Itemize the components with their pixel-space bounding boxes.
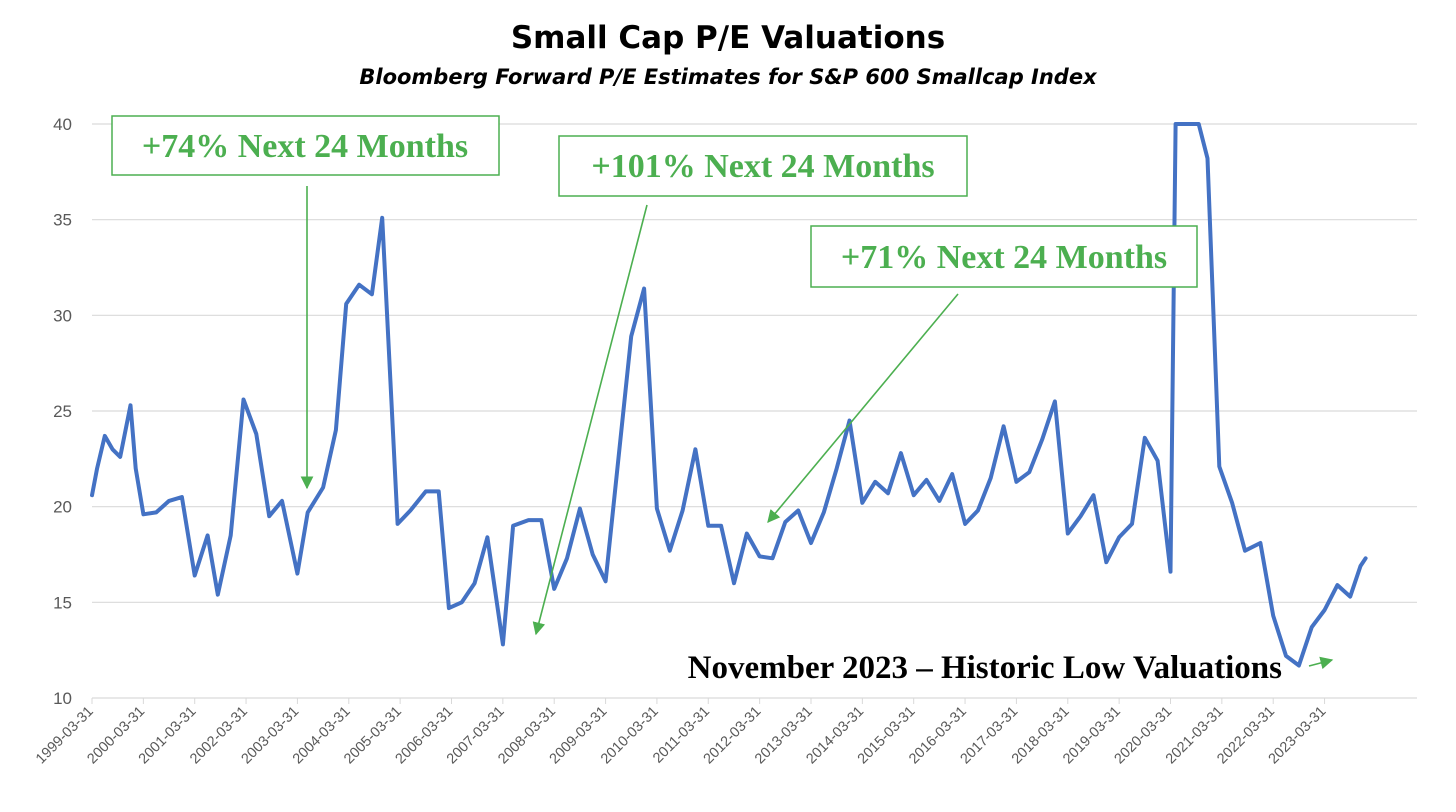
x-axis-ticks: 1999-03-312000-03-312001-03-312002-03-31… xyxy=(33,698,1329,767)
y-tick-label: 35 xyxy=(53,211,72,230)
y-tick-label: 40 xyxy=(53,115,72,134)
annotation-arrow xyxy=(767,293,959,523)
annotation-historic-low: November 2023 – Historic Low Valuations xyxy=(688,650,1334,686)
y-tick-label: 25 xyxy=(53,402,72,421)
annotation-text: +101% Next 24 Months xyxy=(591,148,934,185)
annotation-box xyxy=(558,135,968,197)
y-tick-label: 30 xyxy=(53,306,72,325)
annotation-box xyxy=(810,225,1198,288)
annotations: +74% Next 24 Months +101% Next 24 Months… xyxy=(111,115,1334,686)
annotation-text: +74% Next 24 Months xyxy=(142,128,468,165)
y-tick-label: 20 xyxy=(53,498,72,517)
annotation-74pct: +74% Next 24 Months xyxy=(111,115,500,490)
annotation-box xyxy=(111,115,500,176)
annotation-arrow xyxy=(532,204,648,636)
annotation-text: November 2023 – Historic Low Valuations xyxy=(688,650,1282,686)
y-tick-label: 15 xyxy=(53,593,72,612)
y-axis-ticks: 10 15 20 25 30 35 40 xyxy=(53,115,72,708)
annotation-arrow xyxy=(1308,656,1334,670)
series-line xyxy=(90,122,1368,668)
annotation-71pct: +71% Next 24 Months xyxy=(767,225,1198,523)
chart-title: Small Cap P/E Valuations xyxy=(511,20,945,56)
y-tick-label: 10 xyxy=(53,689,72,708)
annotation-text: +71% Next 24 Months xyxy=(841,239,1167,276)
series-layer xyxy=(90,122,1368,668)
annotation-101pct: +101% Next 24 Months xyxy=(532,135,968,636)
chart-subtitle: Bloomberg Forward P/E Estimates for S&P … xyxy=(359,65,1098,89)
